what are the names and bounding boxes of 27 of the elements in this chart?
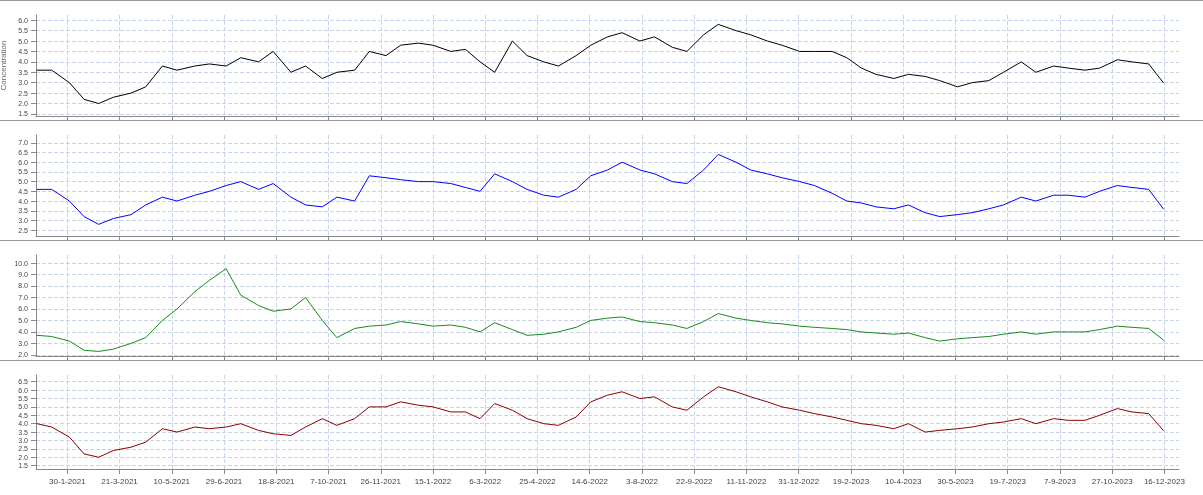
line-series: [36, 23, 1164, 105]
x-tick-label: 21-3-2021: [101, 476, 139, 486]
y-axis-title: Concentration: [0, 40, 8, 91]
x-tick-label: 31-12-2022: [778, 476, 820, 486]
x-tick-label: 29-6-2021: [205, 476, 243, 486]
x-tick-label: 7-9-2023: [1043, 476, 1077, 486]
x-tick-label: 26-11-2021: [360, 476, 402, 486]
line-series: [36, 386, 1164, 458]
x-tick-label: 14-6-2022: [571, 476, 609, 486]
x-tick-label: 19-2-2023: [832, 476, 870, 486]
x-tick-label: 7-10-2021: [310, 476, 348, 486]
x-tick-label: 15-1-2022: [414, 476, 452, 486]
x-tick-label: 27-10-2023: [1091, 476, 1134, 486]
x-tick-label: 25-4-2022: [519, 476, 557, 486]
x-tick-label: 10-4-2023: [884, 476, 922, 486]
x-tick-label: 19-7-2023: [989, 476, 1027, 486]
x-tick-label: 3-8-2022: [625, 476, 659, 486]
line-series: [36, 153, 1164, 225]
x-tick-label: 10-5-2021: [153, 476, 191, 486]
x-tick-label: 22-9-2022: [675, 476, 713, 486]
x-tick-label: 16-12-2023: [1143, 476, 1186, 486]
line-series: [36, 268, 1164, 352]
x-tick-label: 11-11-2022: [726, 476, 767, 486]
x-tick-label: 30-1-2021: [49, 476, 87, 486]
x-tick-label: 30-5-2023: [937, 476, 975, 486]
x-tick-label: 6-3-2022: [469, 476, 502, 486]
x-tick-label: 18-8-2021: [258, 476, 296, 486]
